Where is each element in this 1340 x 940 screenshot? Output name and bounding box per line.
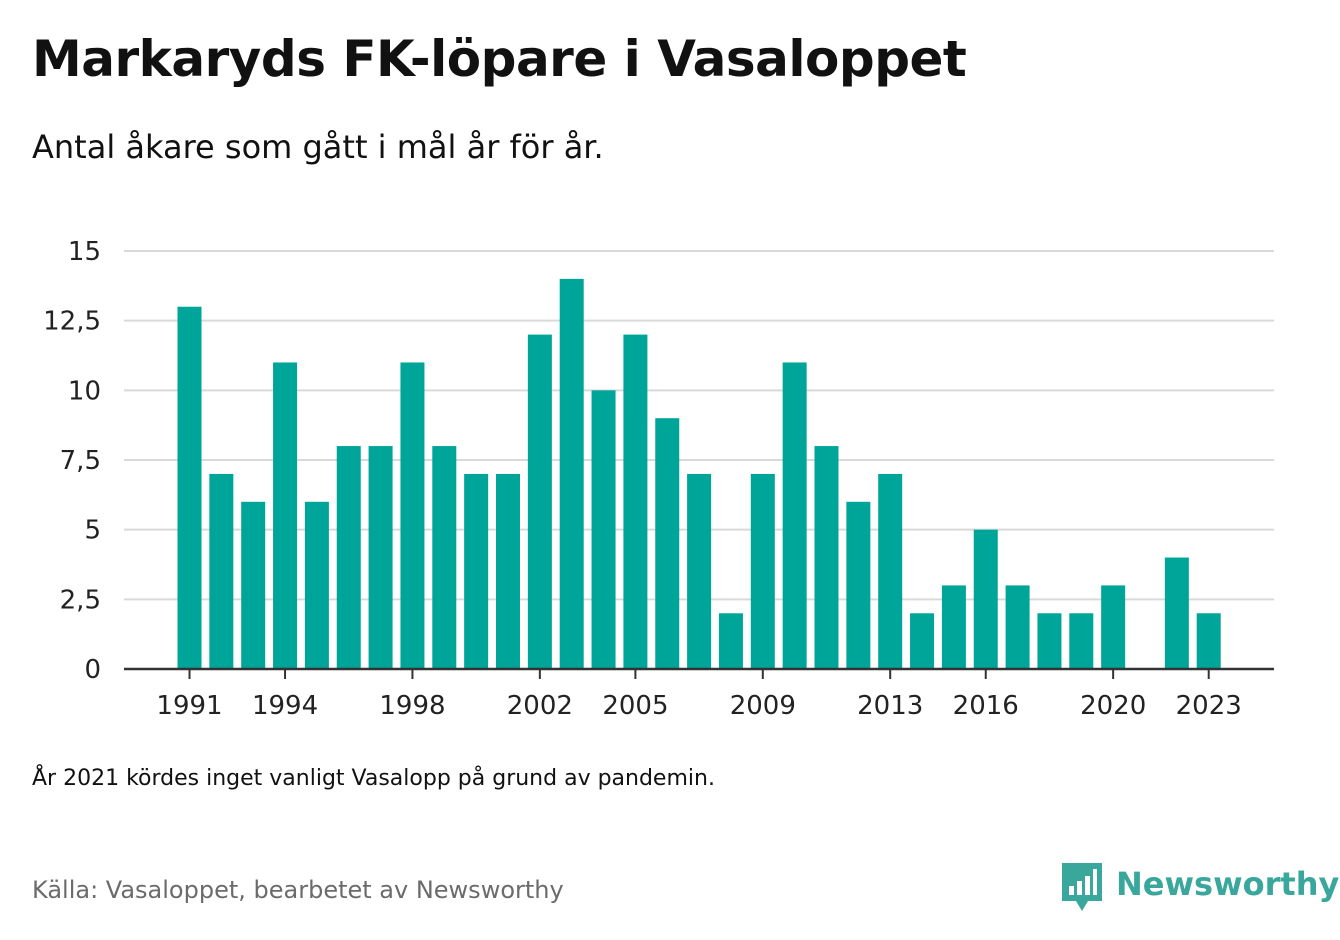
y-tick-label: 10 [68,376,101,406]
bar-1991 [177,306,202,669]
x-tick-label: 1994 [252,691,318,721]
x-tick-label: 2005 [602,691,668,721]
newsworthy-bar-chart-icon [1062,863,1102,911]
bar-1998 [400,362,425,669]
x-tick-label: 1998 [379,691,445,721]
bar-2023 [1196,613,1221,669]
bar-2018 [1037,613,1062,669]
bar-1999 [432,446,457,669]
footnote: År 2021 kördes inget vanligt Vasalopp på… [32,766,715,791]
x-axis [124,667,1274,679]
bar-2022 [1164,557,1189,669]
x-tick-label: 1991 [156,691,222,721]
chart-title: Markaryds FK-löpare i Vasaloppet [32,30,967,88]
bar-1995 [304,501,329,669]
y-tick-label: 5 [84,516,101,546]
newsworthy-brand[interactable]: Newsworthy [1062,862,1339,912]
bar-2001 [496,473,520,669]
bar-2000 [464,473,489,669]
bar-1996 [336,446,361,669]
x-tick-label: 2013 [857,691,923,721]
x-tick-label: 2020 [1080,691,1146,721]
bars [177,278,1221,669]
y-tick-label: 0 [84,655,101,685]
bar-2002 [527,334,552,669]
y-tick-label: 15 [68,237,101,267]
x-tick-label: 2016 [953,691,1019,721]
bar-1993 [241,501,266,669]
bar-2009 [750,473,775,669]
bar-2020 [1101,585,1126,669]
bar-2012 [846,501,871,669]
bar-2005 [623,334,648,669]
y-tick-label: 12,5 [43,307,101,337]
bar-2014 [910,613,935,669]
bar-2006 [655,418,680,669]
bar-1994 [273,362,298,669]
x-tick-label: 2002 [507,691,573,721]
brand-name: Newsworthy [1116,865,1340,903]
bar-2017 [1005,585,1030,669]
x-tick-label: 2009 [730,691,796,721]
x-axis-labels: 1991 1994 1998 2002 2005 2009 2013 2016 2020 2023 [156,691,1241,721]
bar-2019 [1069,613,1094,669]
bar-2016 [973,529,998,669]
chart-subtitle: Antal åkare som gått i mål år för år. [32,128,604,166]
bar-1992 [209,473,234,669]
x-tick-label: 2023 [1176,691,1242,721]
y-tick-label: 2,5 [60,585,101,615]
source-text: Källa: Vasaloppet, bearbetet av Newswort… [32,876,564,904]
bar-2004 [591,390,616,669]
bar-2010 [782,362,807,669]
bar-2011 [814,446,839,669]
bar-2013 [878,473,903,669]
y-axis-labels: 0 2,5 5 7,5 10 12,5 15 [43,237,101,685]
y-tick-label: 7,5 [60,446,101,476]
bar-2008 [718,613,743,669]
bar-2015 [941,585,966,669]
bar-1997 [368,446,393,669]
bar-2007 [687,473,712,669]
bar-2003 [559,278,584,669]
